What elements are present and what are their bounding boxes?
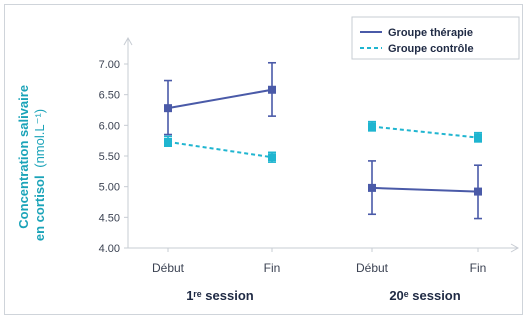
- series-line: [371, 186, 479, 193]
- legend-box: [351, 16, 520, 60]
- data-point: [164, 104, 172, 113]
- data-point: [164, 137, 172, 146]
- data-point: [368, 122, 376, 131]
- data-point: [268, 85, 276, 94]
- y-axis-arrow: [123, 36, 133, 46]
- plot-area: [164, 61, 482, 220]
- y-tick-label: 4.00: [99, 243, 120, 255]
- series-line: [167, 88, 273, 110]
- legend-label: Groupe contrôle: [388, 43, 474, 55]
- data-point: [268, 153, 276, 162]
- legend-label: Groupe thérapie: [388, 27, 473, 39]
- legend: Groupe thérapie Groupe contrôle: [351, 16, 520, 60]
- series-controle: [164, 120, 482, 163]
- y-tick-label: 5.50: [99, 151, 120, 163]
- data-point: [368, 183, 376, 192]
- group-label: 20ᵉ session: [389, 288, 460, 303]
- x-tick-label: Fin: [264, 261, 281, 275]
- y-tick-label: 6.00: [99, 120, 120, 132]
- y-tick-label: 7.00: [99, 59, 120, 71]
- group-label: 1ʳᵉ session: [186, 288, 253, 303]
- data-point: [474, 133, 482, 142]
- series-therapie: [164, 61, 482, 220]
- y-tick-label: 6.50: [99, 90, 120, 102]
- y-tick-label: 5.00: [99, 182, 120, 194]
- x-tick-label: Début: [356, 261, 389, 275]
- x-tick-label: Début: [152, 261, 185, 275]
- y-tick-label: 4.50: [99, 212, 120, 224]
- data-point: [474, 187, 482, 196]
- axes: 4.00 4.50 5.00 5.50 6.00 6.50 7.00 Début Fin Débu…: [99, 36, 520, 303]
- series-line: [167, 140, 273, 159]
- x-axis-arrow: [510, 243, 520, 253]
- y-axis-label: Concentration salivaire en cortisol (nmo…: [16, 81, 47, 241]
- x-tick-label: Fin: [470, 261, 487, 275]
- series-line: [371, 125, 479, 139]
